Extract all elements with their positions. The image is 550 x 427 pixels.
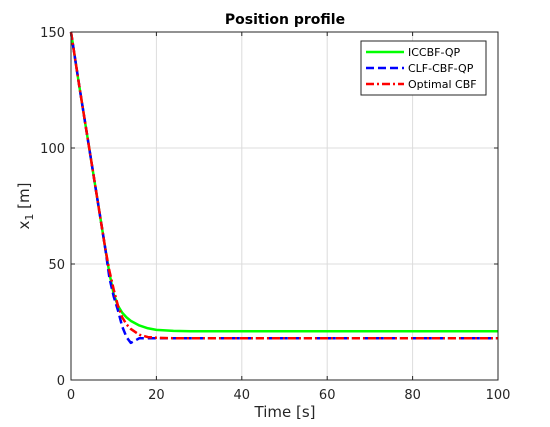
- legend-label-optimal-cbf: Optimal CBF: [408, 78, 477, 91]
- x-tick-label: 80: [404, 388, 421, 403]
- y-axis-label-subscript: 1: [23, 214, 36, 221]
- series-line-clf-cbf-qp: [69, 31, 498, 345]
- x-tick-label: 100: [486, 388, 511, 403]
- grid: [71, 32, 498, 380]
- x-tick-label: 60: [319, 388, 336, 403]
- y-tick-label: 0: [57, 374, 65, 389]
- x-axis-label: Time [s]: [254, 403, 316, 421]
- y-axis-label-main: x: [15, 220, 33, 229]
- y-tick-label: 100: [40, 142, 65, 157]
- legend-entries: ICCBF-QP CLF-CBF-QP Optimal CBF: [366, 46, 477, 91]
- legend-label-iccbf-qp: ICCBF-QP: [408, 46, 461, 59]
- x-tick-label: 40: [234, 388, 251, 403]
- y-tick-label: 50: [48, 258, 65, 273]
- y-axis-label-unit: [m]: [15, 183, 33, 214]
- x-tick-label: 0: [67, 388, 75, 403]
- x-tick-label: 20: [148, 388, 165, 403]
- axes-box: [70, 31, 499, 381]
- y-axis-ticks: 0 50 100 150: [40, 26, 498, 389]
- y-tick-label: 150: [40, 26, 65, 41]
- chart-title: Position profile: [225, 12, 345, 28]
- legend-label-clf-cbf-qp: CLF-CBF-QP: [408, 62, 474, 75]
- legend: ICCBF-QP CLF-CBF-QP Optimal CBF: [360, 40, 487, 96]
- y-axis-label: x1 [m]: [15, 183, 36, 230]
- series-line-optimal-cbf: [69, 31, 498, 340]
- x-axis-ticks: 0 20 40 60 80 100: [67, 32, 511, 403]
- series-lines: [69, 31, 498, 345]
